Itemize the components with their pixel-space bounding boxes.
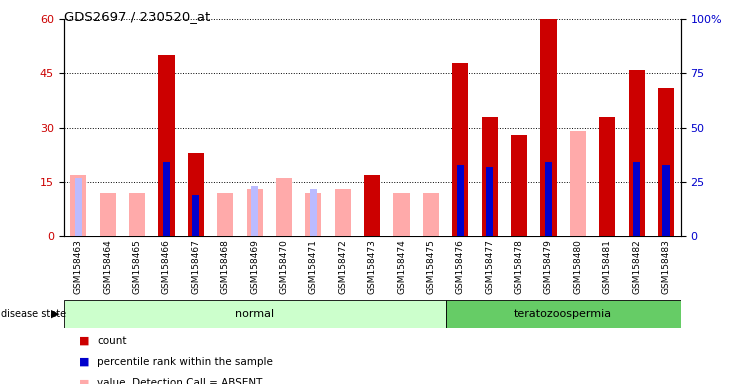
Text: GSM158473: GSM158473 [367, 239, 377, 294]
Text: count: count [97, 336, 126, 346]
Bar [423, 193, 439, 236]
Text: GSM158471: GSM158471 [309, 239, 318, 294]
Text: GSM158482: GSM158482 [632, 239, 641, 294]
Text: GSM158478: GSM158478 [515, 239, 524, 294]
Text: ■: ■ [79, 378, 89, 384]
Text: value, Detection Call = ABSENT: value, Detection Call = ABSENT [97, 378, 263, 384]
Text: GSM158483: GSM158483 [661, 239, 670, 294]
Bar [217, 193, 233, 236]
Bar [540, 19, 557, 236]
Text: GSM158475: GSM158475 [426, 239, 435, 294]
Text: disease state: disease state [1, 309, 66, 319]
Text: GSM158481: GSM158481 [603, 239, 612, 294]
Bar [247, 189, 263, 236]
Text: GSM158477: GSM158477 [485, 239, 494, 294]
Bar [456, 165, 464, 236]
Bar [276, 178, 292, 236]
Text: teratozoospermia: teratozoospermia [514, 309, 612, 319]
Bar [628, 70, 645, 236]
Bar [251, 185, 258, 236]
Bar [310, 189, 317, 236]
Bar [511, 135, 527, 236]
Text: GSM158465: GSM158465 [132, 239, 141, 294]
Bar [662, 165, 669, 236]
Bar [192, 195, 200, 236]
Bar [188, 153, 204, 236]
Text: ■: ■ [79, 336, 89, 346]
Text: ■: ■ [79, 357, 89, 367]
Bar [129, 193, 145, 236]
Text: normal: normal [235, 309, 275, 319]
Bar [453, 63, 468, 236]
Text: GSM158467: GSM158467 [191, 239, 200, 294]
Text: GSM158464: GSM158464 [103, 239, 112, 294]
Bar [570, 131, 586, 236]
Text: GSM158466: GSM158466 [162, 239, 171, 294]
Bar [658, 88, 674, 236]
Text: GDS2697 / 230520_at: GDS2697 / 230520_at [64, 10, 210, 23]
Text: GSM158479: GSM158479 [544, 239, 553, 294]
Text: GSM158474: GSM158474 [397, 239, 406, 294]
Bar [633, 162, 640, 236]
Text: GSM158469: GSM158469 [250, 239, 259, 294]
Bar [482, 117, 497, 236]
Bar [393, 193, 410, 236]
Bar [364, 175, 380, 236]
Bar [305, 193, 322, 236]
Text: ▶: ▶ [52, 309, 60, 319]
Bar [334, 189, 351, 236]
Text: GSM158476: GSM158476 [456, 239, 465, 294]
Bar [159, 55, 174, 236]
Bar [545, 162, 552, 236]
Text: GSM158470: GSM158470 [280, 239, 289, 294]
Bar [486, 167, 494, 236]
Bar [163, 162, 170, 236]
Text: GSM158480: GSM158480 [573, 239, 583, 294]
Bar [99, 193, 116, 236]
Text: GSM158472: GSM158472 [338, 239, 347, 294]
Bar [599, 117, 616, 236]
Text: GSM158463: GSM158463 [74, 239, 83, 294]
Bar [75, 178, 82, 236]
Bar [70, 175, 86, 236]
FancyBboxPatch shape [64, 300, 446, 328]
Text: GSM158468: GSM158468 [221, 239, 230, 294]
FancyBboxPatch shape [446, 300, 681, 328]
Text: percentile rank within the sample: percentile rank within the sample [97, 357, 273, 367]
